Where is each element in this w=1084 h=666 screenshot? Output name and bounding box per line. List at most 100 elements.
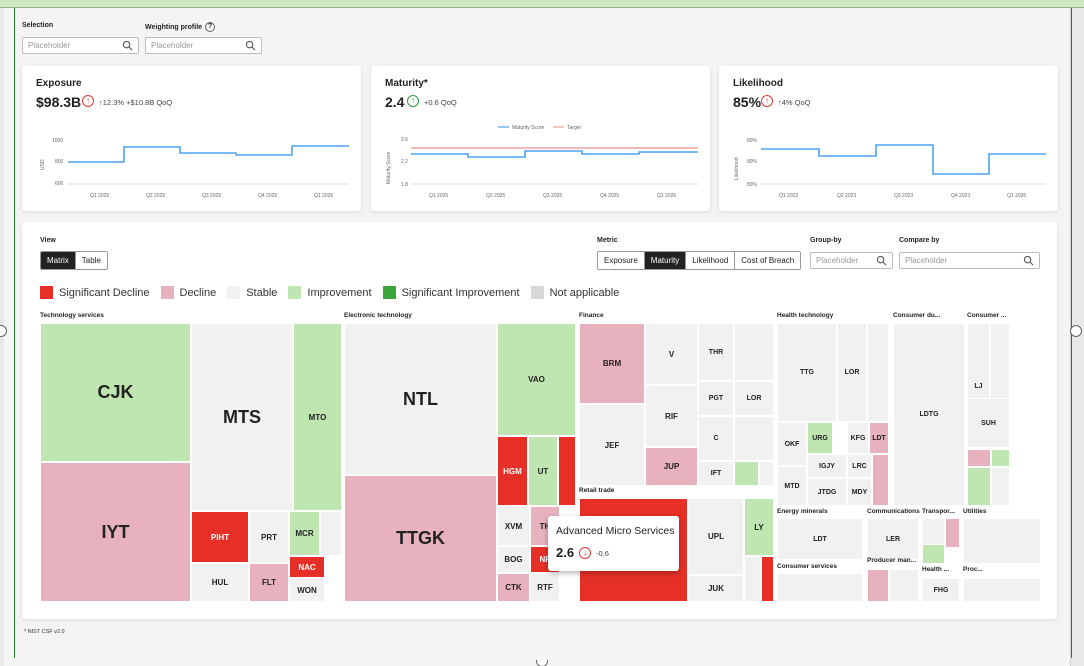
treemap-tile[interactable]: JEF xyxy=(579,404,645,486)
maturity-value: 2.4 xyxy=(385,94,405,110)
likelihood-line xyxy=(761,144,1046,175)
sector-label: Communications xyxy=(867,508,920,515)
treemap-tile[interactable]: JUK xyxy=(688,575,744,602)
legend-item: Significant Decline xyxy=(40,286,150,299)
treemap-tile[interactable]: HUL xyxy=(191,563,249,602)
exposure-title: Exposure xyxy=(36,78,82,89)
treemap-tile[interactable]: VAO xyxy=(497,323,576,436)
treemap-tile[interactable]: WON xyxy=(289,578,325,602)
treemap-tile[interactable]: MCR xyxy=(289,511,320,556)
treemap-tile[interactable] xyxy=(558,436,576,506)
treemap-tile[interactable]: UT xyxy=(528,436,558,506)
treemap-tile[interactable]: SUH xyxy=(967,398,1010,448)
treemap-tile[interactable]: LY xyxy=(744,498,774,556)
treemap-tile[interactable]: PRT xyxy=(249,511,289,563)
treemap-tile[interactable]: MTD xyxy=(777,466,807,506)
treemap-tile[interactable]: FLT xyxy=(249,563,289,602)
ytick: 80% xyxy=(747,182,758,188)
treemap-tile[interactable] xyxy=(734,461,759,486)
treemap-tile[interactable]: IGJY xyxy=(807,454,847,478)
treemap-tile[interactable]: V xyxy=(645,323,698,385)
treemap-tile[interactable]: C xyxy=(698,416,734,461)
selection-input[interactable]: Placeholder xyxy=(22,37,139,54)
treemap-tile[interactable]: PIHT xyxy=(191,511,249,563)
view-table-button[interactable]: Table xyxy=(75,252,107,269)
legend-target: Target xyxy=(567,125,582,131)
view-matrix-button[interactable]: Matrix xyxy=(41,252,76,269)
resize-handle-right[interactable] xyxy=(1070,325,1082,337)
treemap-tile[interactable]: BRM xyxy=(579,323,645,404)
treemap-tile[interactable]: FHG xyxy=(922,578,960,602)
treemap-tile[interactable]: MTO xyxy=(293,323,342,511)
treemap-tile[interactable]: URG xyxy=(807,422,833,454)
maturity-title: Maturity* xyxy=(385,78,428,89)
treemap-tile[interactable]: IFT xyxy=(698,461,734,486)
treemap-tile[interactable] xyxy=(734,323,774,381)
exposure-value: $98.3B xyxy=(36,94,82,110)
treemap-tile[interactable]: LER xyxy=(867,518,919,560)
compare-by-input[interactable]: Placeholder xyxy=(899,252,1040,269)
treemap-tile[interactable]: IYT xyxy=(40,462,191,602)
metric-exposure-button[interactable]: Exposure xyxy=(598,252,645,269)
treemap-tile[interactable]: JUP xyxy=(645,447,698,486)
treemap-tile[interactable] xyxy=(320,511,342,556)
treemap-tile[interactable]: THR xyxy=(698,323,734,381)
treemap-tile[interactable]: HGM xyxy=(497,436,528,506)
treemap-tile[interactable]: XVM xyxy=(497,506,530,546)
treemap-tile[interactable] xyxy=(759,461,774,486)
treemap-tile[interactable] xyxy=(744,556,761,602)
treemap-tile[interactable] xyxy=(761,556,774,602)
treemap-tile[interactable]: LOR xyxy=(837,323,867,422)
resize-handle-left[interactable] xyxy=(0,325,7,337)
metric-likelihood-button[interactable]: Likelihood xyxy=(686,252,736,269)
metric-maturity-button[interactable]: Maturity xyxy=(644,252,687,269)
treemap-tile[interactable] xyxy=(963,578,1041,602)
likelihood-chart: 80% 80% 80% Likelihood Q1 2023 Q2 2023 Q… xyxy=(734,138,1046,199)
treemap-tile[interactable] xyxy=(777,573,863,602)
treemap-tile[interactable]: PGT xyxy=(698,381,734,416)
treemap-tile[interactable] xyxy=(867,323,889,422)
treemap-tile[interactable]: UPL xyxy=(688,498,744,575)
treemap-tile[interactable]: TTG xyxy=(777,323,837,422)
treemap-tile[interactable]: MDY xyxy=(847,478,872,506)
group-by-input[interactable]: Placeholder xyxy=(810,252,893,269)
treemap-tile[interactable]: OKF xyxy=(777,422,807,466)
treemap-tile[interactable]: LRC xyxy=(847,454,872,478)
treemap-tile[interactable]: LDTG xyxy=(893,323,965,506)
treemap-tile[interactable] xyxy=(867,569,889,602)
maturity-card[interactable]: Maturity* 2.4 ↑ +0.6 QoQ Maturity Score … xyxy=(371,66,710,211)
treemap-tile[interactable]: JTDG xyxy=(807,478,847,506)
treemap-tile[interactable]: NAC xyxy=(289,556,325,578)
likelihood-card[interactable]: Likelihood 85% ↑ ↑4% QoQ 80% 80% 80% Lik… xyxy=(719,66,1058,211)
treemap-tile[interactable] xyxy=(945,518,960,548)
treemap-tile[interactable] xyxy=(967,449,991,467)
treemap-tile[interactable] xyxy=(889,569,919,602)
legend-item: Significant Improvement xyxy=(382,286,520,299)
treemap-tile[interactable] xyxy=(922,544,945,564)
treemap-tile[interactable]: CTK xyxy=(497,573,530,602)
treemap-tile[interactable]: BOG xyxy=(497,546,530,573)
metric-cost-of-breach-button[interactable]: Cost of Breach xyxy=(735,252,801,269)
weighting-profile-input[interactable]: Placeholder xyxy=(145,37,262,54)
treemap-tile[interactable] xyxy=(963,518,1041,564)
treemap-tile[interactable]: CJK xyxy=(40,323,191,462)
treemap-tile[interactable] xyxy=(991,449,1010,467)
treemap-tile[interactable]: KFG xyxy=(847,422,869,454)
exposure-card[interactable]: Exposure $98.3B ↑ ↑12.3% +$10.8B QoQ 100… xyxy=(22,66,361,211)
treemap-tile[interactable]: NTL xyxy=(344,323,497,475)
treemap-tile[interactable]: TTGK xyxy=(344,475,497,602)
treemap-tile[interactable]: LDT xyxy=(777,518,863,560)
treemap-tile[interactable]: LDT xyxy=(869,422,889,454)
treemap-tile[interactable]: MTS xyxy=(191,323,293,511)
sector-label: Transpor... xyxy=(922,508,955,515)
treemap-tile[interactable] xyxy=(734,416,774,461)
treemap-tile[interactable]: LOR xyxy=(734,381,774,416)
treemap-tile[interactable]: RTF xyxy=(530,573,560,602)
sector-label: Producer man... xyxy=(867,557,917,564)
treemap-tile[interactable] xyxy=(967,467,991,506)
treemap-tile[interactable] xyxy=(991,467,1010,506)
treemap-tile[interactable]: RIF xyxy=(645,385,698,447)
treemap-tile[interactable] xyxy=(872,454,889,506)
help-icon[interactable]: ? xyxy=(205,22,216,32)
window-top-bar xyxy=(0,0,1084,8)
